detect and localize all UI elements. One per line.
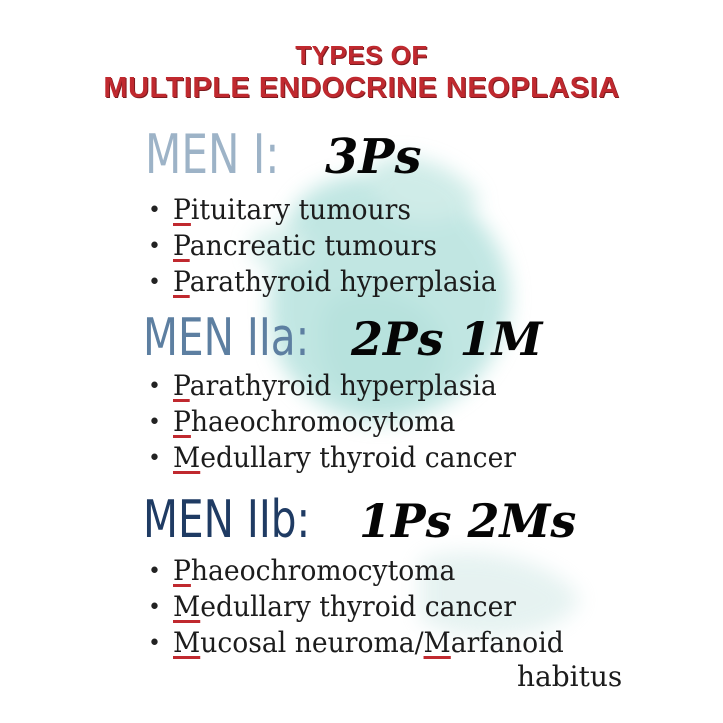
men2b-heading: MEN IIb: 1Ps 2Ms: [143, 494, 576, 546]
list-item-text: Pituitary tumours: [173, 193, 411, 226]
bullet-icon: •: [148, 410, 161, 435]
item-rest: arathyroid hyperplasia: [189, 369, 497, 402]
initial-letter: P: [173, 369, 190, 402]
item-rest: edullary thyroid cancer: [200, 590, 517, 623]
title-line-2: Multiple Endocrine Neoplasia: [103, 72, 620, 104]
item-rest: ucosal neuroma/: [200, 626, 424, 659]
bullet-icon: •: [148, 559, 161, 584]
men2b-code: 1Ps 2Ms: [359, 494, 577, 548]
men2b-label: MEN IIb:: [143, 490, 311, 550]
item-rest: ancreatic tumours: [189, 229, 438, 262]
men2a-heading: MEN IIa: 2Ps 1M: [143, 312, 542, 364]
bullet-icon: •: [148, 446, 161, 471]
initial-letter: M: [173, 626, 201, 659]
men2a-label: MEN IIa:: [143, 308, 310, 368]
men1-heading: MEN I: 3Ps: [145, 128, 422, 182]
list-item-text: Phaeochromocytoma: [173, 405, 455, 438]
list-item-text: Medullary thyroid cancer: [173, 590, 516, 623]
list-item-text: Phaeochromocytoma: [173, 554, 455, 587]
list-item-text: Pancreatic tumours: [173, 229, 437, 262]
bullet-icon: •: [148, 595, 161, 620]
initial-letter: M: [423, 626, 451, 659]
item-rest: ituitary tumours: [190, 193, 412, 226]
title-line-1: Types of: [295, 40, 428, 70]
list-item-text: Mucosal neuroma/Marfanoid: [173, 626, 564, 659]
item-rest: haeochromocytoma: [190, 554, 456, 587]
initial-letter: P: [173, 193, 191, 226]
initial-letter: M: [173, 590, 201, 623]
initial-letter: P: [173, 405, 191, 438]
list-item-text: Medullary thyroid cancer: [173, 441, 516, 474]
men1-code: 3Ps: [325, 129, 422, 185]
bullet-icon: •: [148, 631, 161, 656]
initial-letter: M: [173, 441, 201, 474]
list-item-text: Parathyroid hyperplasia: [173, 369, 497, 402]
item-rest: arathyroid hyperplasia: [189, 265, 497, 298]
bullet-icon: •: [148, 374, 161, 399]
item-rest: haeochromocytoma: [190, 405, 456, 438]
list-item-text: Parathyroid hyperplasia: [173, 265, 497, 298]
bullet-icon: •: [148, 198, 161, 223]
initial-letter: P: [173, 229, 190, 262]
list-item-continuation: habitus: [517, 660, 623, 693]
bullet-icon: •: [148, 234, 161, 259]
item-rest: arfanoid: [450, 626, 564, 659]
initial-letter: P: [173, 554, 191, 587]
item-rest: edullary thyroid cancer: [200, 441, 517, 474]
men1-label: MEN I:: [145, 123, 280, 186]
men2a-code: 2Ps 1M: [351, 312, 543, 366]
bullet-icon: •: [148, 270, 161, 295]
initial-letter: P: [173, 265, 190, 298]
